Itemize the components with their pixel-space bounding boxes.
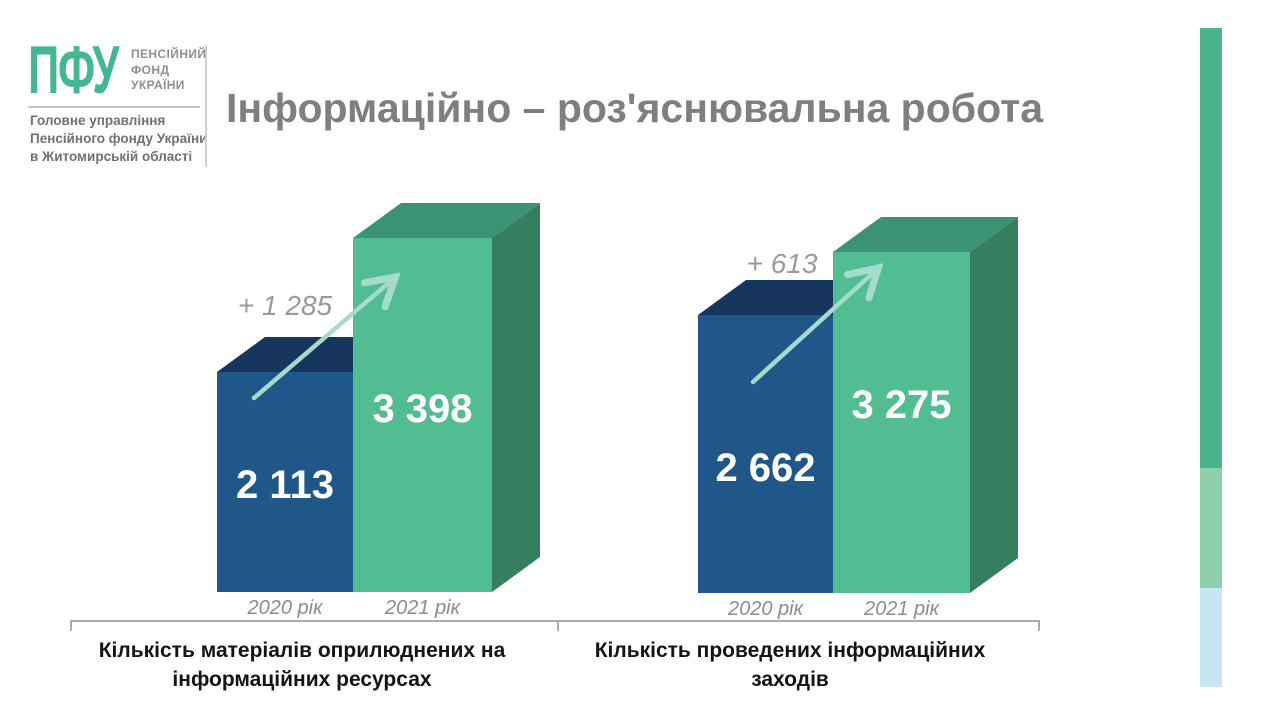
pfu-org-line: УКРАЇНИ xyxy=(131,78,185,92)
chart-right-caption: Кількість проведених інформаційних заход… xyxy=(580,636,1000,694)
chart-left-caption: Кількість матеріалів оприлюднених на інф… xyxy=(92,636,512,694)
caption-line: заходів xyxy=(751,668,829,691)
caption-line: інформаційних ресурсах xyxy=(172,668,432,691)
pfu-org-name: ПЕНСІЙНИЙ ФОНД УКРАЇНИ xyxy=(131,47,221,94)
axis-tick xyxy=(70,620,72,631)
value-label-2020: 2 113 xyxy=(236,463,334,507)
department-line: в Житомирській області xyxy=(30,149,193,164)
logo-divider-horizontal xyxy=(28,106,200,108)
bar-2021-front-face xyxy=(833,252,970,593)
category-label-2021: 2021 рік xyxy=(863,598,940,620)
bar-2020-front-face xyxy=(217,372,353,592)
delta-label: + 613 xyxy=(746,248,818,279)
accent-strip-mint xyxy=(1200,468,1222,588)
category-axis-line xyxy=(70,620,1040,622)
value-label-2021: 3 275 xyxy=(851,383,952,427)
department-name: Головне управління Пенсійного фонду Укра… xyxy=(30,112,215,166)
bar-2021-side-face xyxy=(492,203,540,592)
caption-line: Кількість матеріалів оприлюднених на xyxy=(98,639,506,662)
accent-strip-green xyxy=(1200,28,1222,468)
pfu-logo: ПФУ xyxy=(28,32,119,108)
accent-strip-lightblue xyxy=(1200,588,1222,687)
category-label-2020: 2020 рік xyxy=(727,598,804,620)
value-label-2021: 3 398 xyxy=(372,387,473,431)
axis-tick xyxy=(557,620,559,631)
pfu-org-line: ПЕНСІЙНИЙ xyxy=(131,47,207,61)
bar-2020-front-face xyxy=(698,315,833,593)
department-line: Пенсійного фонду України xyxy=(30,131,208,146)
department-line: Головне управління xyxy=(30,113,166,128)
growth-arrow-icon xyxy=(750,252,895,385)
category-label-2021: 2021 рік xyxy=(384,597,461,619)
caption-line: Кількість проведених інформаційних xyxy=(594,639,986,662)
delta-label: + 1 285 xyxy=(237,290,333,321)
category-label-2020: 2020 рік xyxy=(247,597,323,619)
value-label-2020: 2 662 xyxy=(715,446,816,490)
pfu-org-line: ФОНД xyxy=(131,62,170,77)
page-title: Інформаційно – роз'яснювальна робота xyxy=(226,85,1043,131)
growth-arrow-icon xyxy=(251,258,410,401)
axis-tick xyxy=(1038,620,1040,631)
header-divider-vertical xyxy=(205,45,207,167)
bar-2021-side-face xyxy=(970,217,1018,593)
